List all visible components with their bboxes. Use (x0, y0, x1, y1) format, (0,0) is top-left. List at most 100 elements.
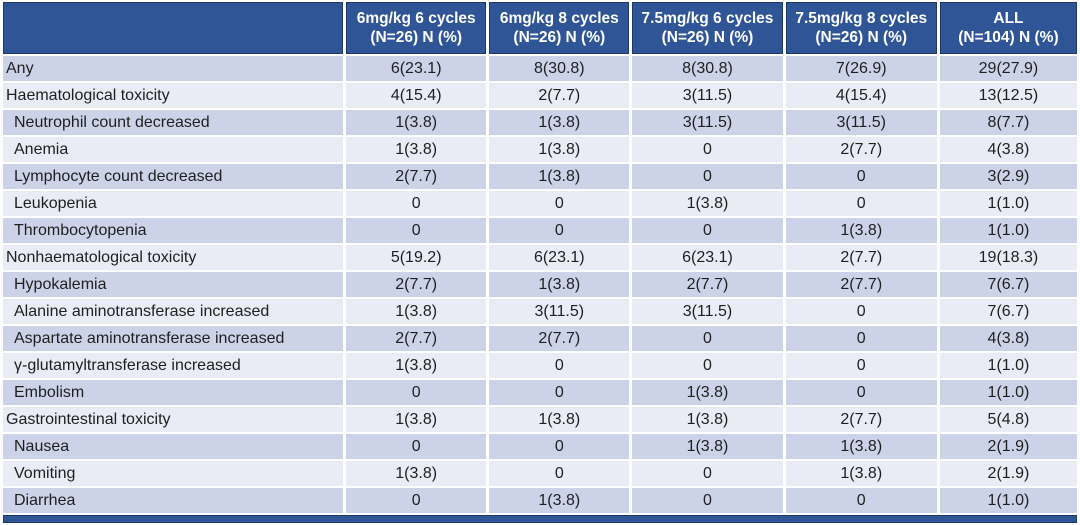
table-row: Any 6(23.1) 8(30.8) 8(30.8) 7(26.9) 29(2… (3, 56, 1077, 81)
value-cell: 2(7.7) (632, 272, 783, 297)
row-label: Lymphocyte count decreased (3, 164, 344, 189)
value-cell: 0 (346, 191, 487, 216)
table-row: Anemia 1(3.8) 1(3.8) 0 2(7.7) 4(3.8) (3, 137, 1077, 162)
row-label: Vomiting (3, 461, 344, 486)
value-cell: 2(7.7) (785, 137, 937, 162)
value-cell: 1(3.8) (489, 272, 630, 297)
value-cell: 2(7.7) (346, 164, 487, 189)
value-cell: 3(11.5) (632, 83, 783, 108)
col-header-6mg-6cycles: 6mg/kg 6 cycles (N=26) N (%) (346, 2, 487, 54)
table-row: γ-glutamyltransferase increased 1(3.8) 0… (3, 353, 1077, 378)
value-cell: 7(6.7) (939, 299, 1077, 324)
row-label: Embolism (3, 380, 344, 405)
col-header-line2: (N=26) N (%) (513, 29, 606, 46)
value-cell: 5(19.2) (346, 245, 487, 270)
table-row: Thrombocytopenia 0 0 0 1(3.8) 1(1.0) (3, 218, 1077, 243)
value-cell: 1(1.0) (939, 353, 1077, 378)
value-cell: 4(3.8) (939, 326, 1077, 351)
value-cell: 0 (785, 488, 937, 513)
value-cell: 4(15.4) (785, 83, 937, 108)
value-cell: 0 (785, 326, 937, 351)
value-cell: 1(3.8) (489, 407, 630, 432)
value-cell: 0 (785, 164, 937, 189)
value-cell: 5(4.8) (939, 407, 1077, 432)
value-cell: 0 (785, 353, 937, 378)
header-row: 6mg/kg 6 cycles (N=26) N (%) 6mg/kg 8 cy… (3, 2, 1077, 54)
value-cell: 8(30.8) (632, 56, 783, 81)
col-header-7-5mg-6cycles: 7.5mg/kg 6 cycles (N=26) N (%) (632, 2, 783, 54)
value-cell: 1(3.8) (489, 110, 630, 135)
value-cell: 2(7.7) (785, 407, 937, 432)
value-cell: 8(30.8) (489, 56, 630, 81)
value-cell: 19(18.3) (939, 245, 1077, 270)
value-cell: 0 (632, 164, 783, 189)
value-cell: 0 (489, 380, 630, 405)
value-cell: 0 (785, 299, 937, 324)
row-label: Leukopenia (3, 191, 344, 216)
table-row: Haematological toxicity 4(15.4) 2(7.7) 3… (3, 83, 1077, 108)
col-header-line2: (N=104) N (%) (958, 29, 1059, 46)
col-header-6mg-8cycles: 6mg/kg 8 cycles (N=26) N (%) (489, 2, 630, 54)
value-cell: 1(3.8) (785, 218, 937, 243)
value-cell: 1(3.8) (346, 353, 487, 378)
value-cell: 0 (346, 488, 487, 513)
value-cell: 1(1.0) (939, 218, 1077, 243)
value-cell: 0 (632, 326, 783, 351)
col-header-line1: 7.5mg/kg 6 cycles (641, 10, 774, 27)
value-cell: 4(3.8) (939, 137, 1077, 162)
table-row: Nonhaematological toxicity 5(19.2) 6(23.… (3, 245, 1077, 270)
value-cell: 0 (632, 137, 783, 162)
col-header-line1: 6mg/kg 6 cycles (356, 10, 476, 27)
table-row: Alanine aminotransferase increased 1(3.8… (3, 299, 1077, 324)
row-label: Thrombocytopenia (3, 218, 344, 243)
value-cell: 7(26.9) (785, 56, 937, 81)
value-cell: 0 (489, 353, 630, 378)
table-row: Embolism 0 0 1(3.8) 0 1(1.0) (3, 380, 1077, 405)
value-cell: 0 (346, 380, 487, 405)
value-cell: 1(3.8) (785, 461, 937, 486)
value-cell: 0 (632, 353, 783, 378)
table-header: 6mg/kg 6 cycles (N=26) N (%) 6mg/kg 8 cy… (3, 2, 1077, 54)
row-label: Nausea (3, 434, 344, 459)
value-cell: 2(7.7) (785, 245, 937, 270)
value-cell: 2(1.9) (939, 461, 1077, 486)
value-cell: 1(3.8) (785, 434, 937, 459)
table-row: Neutrophil count decreased 1(3.8) 1(3.8)… (3, 110, 1077, 135)
row-label: Nonhaematological toxicity (3, 245, 344, 270)
value-cell: 0 (489, 461, 630, 486)
value-cell: 0 (346, 434, 487, 459)
value-cell: 1(3.8) (632, 191, 783, 216)
value-cell: 0 (489, 434, 630, 459)
value-cell: 0 (785, 380, 937, 405)
row-label: γ-glutamyltransferase increased (3, 353, 344, 378)
col-header-line2: (N=26) N (%) (661, 29, 754, 46)
value-cell: 1(3.8) (632, 380, 783, 405)
value-cell: 6(23.1) (489, 245, 630, 270)
col-header-7-5mg-8cycles: 7.5mg/kg 8 cycles (N=26) N (%) (785, 2, 937, 54)
col-header-line1: 6mg/kg 8 cycles (499, 10, 619, 27)
value-cell: 1(3.8) (632, 434, 783, 459)
value-cell: 2(1.9) (939, 434, 1077, 459)
col-header-line2: (N=26) N (%) (370, 29, 463, 46)
col-header-empty (3, 2, 344, 54)
value-cell: 0 (346, 218, 487, 243)
value-cell: 13(12.5) (939, 83, 1077, 108)
value-cell: 3(11.5) (489, 299, 630, 324)
value-cell: 7(6.7) (939, 272, 1077, 297)
row-label: Anemia (3, 137, 344, 162)
bottom-accent-bar (3, 515, 1077, 523)
row-label: Any (3, 56, 344, 81)
value-cell: 1(3.8) (489, 137, 630, 162)
value-cell: 6(23.1) (346, 56, 487, 81)
col-header-line1: ALL (993, 10, 1024, 27)
row-label: Haematological toxicity (3, 83, 344, 108)
value-cell: 0 (785, 191, 937, 216)
value-cell: 2(7.7) (489, 83, 630, 108)
value-cell: 0 (632, 218, 783, 243)
value-cell: 4(15.4) (346, 83, 487, 108)
value-cell: 1(3.8) (346, 299, 487, 324)
value-cell: 1(1.0) (939, 488, 1077, 513)
table-row: Aspartate aminotransferase increased 2(7… (3, 326, 1077, 351)
value-cell: 1(1.0) (939, 191, 1077, 216)
value-cell: 1(1.0) (939, 380, 1077, 405)
